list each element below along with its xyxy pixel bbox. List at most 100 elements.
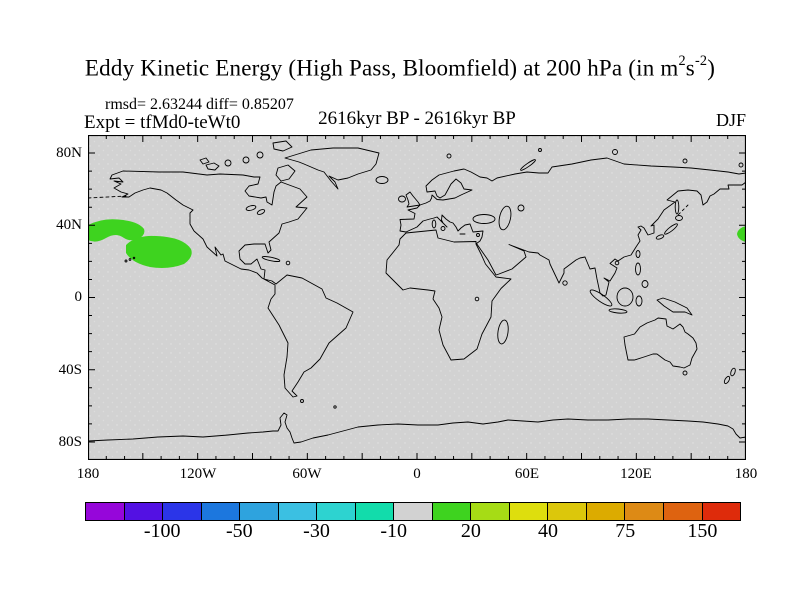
ireland: [398, 195, 406, 203]
coastlines: [88, 140, 746, 444]
anomaly-regions: [88, 219, 746, 268]
uk-coastline: [405, 191, 421, 208]
caspian-sea: [498, 205, 512, 231]
falklands: [300, 399, 304, 403]
colorbar-cell: [240, 503, 279, 520]
anomaly-north-pacific-east: [126, 235, 192, 268]
colorbar-cell: [124, 503, 164, 520]
novaya-zemlya: [520, 159, 536, 171]
taiwan: [635, 250, 641, 258]
sumatra: [589, 289, 613, 307]
hispaniola: [285, 260, 291, 266]
wrangel-island: [738, 162, 744, 168]
period-label: 2616kyr BP - 2616kyr BP: [318, 108, 516, 129]
lon-label-0: 0: [413, 466, 421, 482]
new-siberian-islands: [682, 158, 688, 164]
australia-coastline: [623, 317, 698, 369]
lat-label-eq: 0: [74, 289, 83, 305]
severnaya-zemlya: [612, 149, 618, 155]
experiment-label: Expt = tfMd0-teWt0: [84, 112, 241, 133]
franz-josef: [538, 148, 542, 152]
colorbar-tick-label: -50: [226, 520, 253, 542]
title-text: Eddy Kinetic Energy (High Pass, Bloomfie…: [84, 55, 679, 81]
sakhalin: [674, 199, 680, 215]
kuril-islands: [677, 204, 689, 216]
black-sea: [472, 214, 496, 224]
colorbar-cell: [548, 503, 587, 520]
map-frame: [88, 135, 746, 460]
lat-label-40n: 40N: [56, 217, 82, 233]
nz-south-island: [723, 375, 731, 385]
anomaly-dateline: [737, 226, 746, 242]
japan-hokkaido: [675, 215, 683, 221]
sri-lanka: [562, 280, 568, 286]
hawaii-1: [124, 259, 128, 263]
great-lakes-east: [256, 209, 266, 215]
plot-title: Eddy Kinetic Energy (High Pass, Bloomfie…: [0, 53, 800, 82]
greenland-coastline: [284, 147, 380, 190]
colorbar-tick-label: -30: [303, 520, 330, 542]
colorbar-labels: -100 -50 -30 -10 20 40 75 150: [85, 520, 741, 546]
lon-label-180e: 180: [734, 466, 758, 482]
colorbar-cell: [355, 503, 395, 520]
lat-label-80s: 80S: [58, 434, 82, 450]
lat-label-80n: 80N: [56, 145, 82, 161]
java: [608, 308, 628, 314]
colorbar-tick-label: 150: [687, 520, 718, 542]
title-superscript-2: 2: [678, 53, 686, 69]
victoria-island: [205, 162, 220, 171]
colorbar-cell: [702, 503, 741, 520]
colorbar-cell: [278, 503, 318, 520]
map-svg: [88, 135, 746, 460]
axis-ticks: [88, 135, 746, 460]
colorbar-tick-label: 75: [615, 520, 636, 542]
world-map: [88, 135, 746, 460]
nz-north-island: [730, 367, 736, 377]
arctic-island-1: [224, 159, 232, 167]
colorbar-cell: [586, 503, 626, 520]
africa-coastline: [385, 229, 512, 361]
colorbar-cell: [86, 503, 125, 520]
philippines-mindanao: [641, 280, 649, 288]
season-label: DJF: [715, 110, 746, 130]
lat-label-40s: 40S: [58, 362, 82, 378]
colorbar-cell: [201, 503, 241, 520]
map-stipple: [88, 135, 746, 460]
colorbar-cell: [625, 503, 664, 520]
cyprus: [476, 233, 480, 237]
arctic-island-2: [242, 156, 250, 164]
colorbar-cell: [394, 503, 433, 520]
hawaii-2: [128, 258, 132, 261]
sulawesi: [635, 295, 643, 307]
south-georgia: [333, 405, 337, 409]
borneo: [616, 287, 634, 307]
great-lakes-west: [245, 205, 257, 211]
colorbar-cell: [663, 503, 703, 520]
colorbar-tick-label: -10: [380, 520, 408, 542]
arctic-island-3: [256, 151, 264, 159]
philippines-luzon: [635, 262, 641, 276]
anomaly-north-pacific-west: [88, 219, 145, 242]
colorbar-cell: [163, 503, 202, 520]
colorbar-cell: [317, 503, 356, 520]
aleutians: [88, 195, 127, 199]
banks-island: [199, 157, 210, 165]
lon-label-60e: 60E: [514, 466, 540, 482]
rmsd-diff-stats: rmsd= 2.63244 diff= 0.85207: [105, 96, 294, 113]
lon-label-120w: 120W: [179, 466, 217, 482]
hainan: [614, 260, 620, 266]
lake-victoria: [474, 296, 480, 302]
lon-label-120e: 120E: [620, 466, 652, 482]
svalbard: [446, 153, 452, 159]
cuba: [261, 256, 281, 262]
hawaii-3: [132, 256, 136, 260]
lon-label-60w: 60W: [292, 466, 322, 482]
colorbar: [85, 502, 741, 521]
title-close-paren: ): [707, 55, 716, 81]
eurasia-coastline: [399, 157, 746, 297]
baffin-island: [275, 164, 296, 182]
americas-coastline: [109, 170, 354, 398]
sicily: [440, 226, 446, 231]
title-superscript-minus2: -2: [694, 53, 708, 69]
